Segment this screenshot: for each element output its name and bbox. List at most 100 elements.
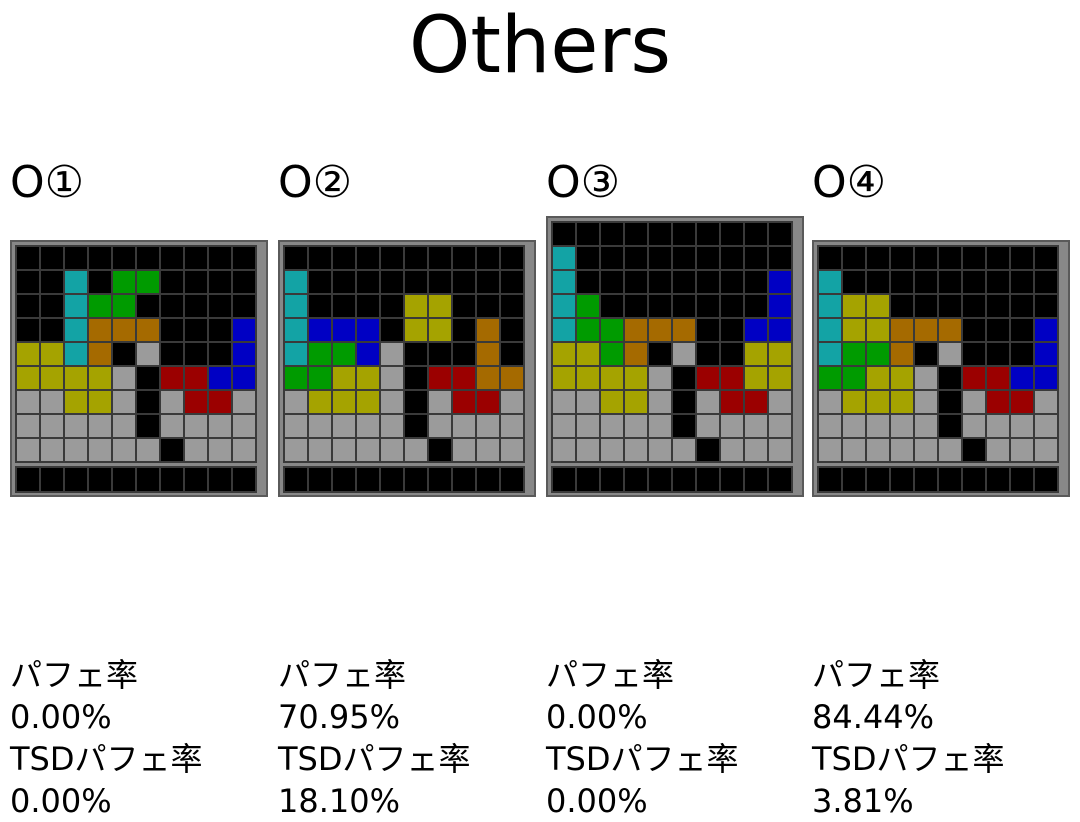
block-cell — [285, 439, 307, 461]
block-cell — [17, 343, 39, 365]
tsd-perfect-clear-value: 18.10% — [278, 782, 401, 820]
empty-cell — [17, 319, 39, 341]
empty-cell — [405, 343, 427, 365]
block-cell — [843, 415, 865, 437]
block-cell — [285, 295, 307, 317]
block-cell — [769, 343, 791, 365]
block-cell — [309, 415, 331, 437]
block-cell — [819, 343, 841, 365]
empty-cell — [405, 367, 427, 389]
block-cell — [1035, 367, 1057, 389]
empty-cell — [673, 415, 695, 437]
block-cell — [357, 439, 379, 461]
block-cell — [819, 319, 841, 341]
block-cell — [987, 439, 1009, 461]
empty-cell — [453, 271, 475, 293]
block-cell — [357, 415, 379, 437]
block-cell — [429, 415, 451, 437]
block-cell — [185, 439, 207, 461]
block-cell — [41, 391, 63, 413]
empty-cell — [673, 295, 695, 317]
tsd-perfect-clear-label: TSDパフェ率 — [278, 740, 471, 778]
block-cell — [577, 439, 599, 461]
empty-cell — [577, 271, 599, 293]
block-cell — [697, 415, 719, 437]
empty-cell — [381, 319, 403, 341]
block-cell — [477, 415, 499, 437]
queue-cell — [41, 468, 63, 491]
block-cell — [381, 439, 403, 461]
empty-cell — [625, 223, 647, 245]
block-cell — [65, 367, 87, 389]
queue-cell — [891, 468, 913, 491]
block-cell — [601, 391, 623, 413]
empty-cell — [721, 319, 743, 341]
empty-cell — [649, 343, 671, 365]
board — [278, 240, 536, 497]
block-cell — [65, 295, 87, 317]
empty-cell — [405, 391, 427, 413]
block-cell — [89, 439, 111, 461]
block-cell — [233, 415, 255, 437]
board — [812, 240, 1070, 497]
block-cell — [161, 415, 183, 437]
empty-cell — [41, 319, 63, 341]
block-cell — [745, 415, 767, 437]
block-cell — [309, 319, 331, 341]
block-cell — [113, 295, 135, 317]
block-cell — [553, 367, 575, 389]
block-cell — [209, 439, 231, 461]
empty-cell — [745, 247, 767, 269]
block-cell — [333, 439, 355, 461]
block-cell — [891, 439, 913, 461]
empty-cell — [113, 343, 135, 365]
block-cell — [553, 391, 575, 413]
empty-cell — [309, 247, 331, 269]
empty-cell — [209, 319, 231, 341]
block-cell — [209, 391, 231, 413]
block-cell — [1035, 415, 1057, 437]
queue-cell — [453, 468, 475, 491]
empty-cell — [939, 295, 961, 317]
block-cell — [819, 367, 841, 389]
block-cell — [89, 415, 111, 437]
empty-cell — [357, 295, 379, 317]
empty-cell — [333, 295, 355, 317]
queue-cell — [915, 468, 937, 491]
block-cell — [987, 391, 1009, 413]
pattern-title: O② — [278, 157, 353, 208]
block-cell — [625, 415, 647, 437]
block-cell — [233, 319, 255, 341]
block-cell — [429, 319, 451, 341]
empty-cell — [405, 247, 427, 269]
block-cell — [553, 247, 575, 269]
empty-cell — [601, 247, 623, 269]
block-cell — [769, 295, 791, 317]
empty-cell — [209, 295, 231, 317]
block-cell — [843, 319, 865, 341]
empty-cell — [987, 247, 1009, 269]
block-cell — [333, 391, 355, 413]
empty-cell — [915, 247, 937, 269]
empty-cell — [601, 271, 623, 293]
block-cell — [309, 439, 331, 461]
empty-cell — [697, 319, 719, 341]
block-cell — [843, 343, 865, 365]
block-cell — [65, 343, 87, 365]
empty-cell — [209, 343, 231, 365]
queue-cell — [745, 468, 767, 491]
block-cell — [501, 391, 523, 413]
empty-cell — [185, 271, 207, 293]
block-cell — [501, 415, 523, 437]
block-cell — [963, 415, 985, 437]
empty-cell — [939, 415, 961, 437]
stats: パフェ率 0.00% TSDパフェ率 0.00% — [10, 654, 203, 822]
empty-cell — [429, 271, 451, 293]
empty-cell — [553, 223, 575, 245]
block-cell — [65, 391, 87, 413]
empty-cell — [721, 223, 743, 245]
block-cell — [17, 415, 39, 437]
queue-cell — [697, 468, 719, 491]
block-cell — [1035, 343, 1057, 365]
perfect-clear-value: 84.44% — [812, 698, 935, 736]
